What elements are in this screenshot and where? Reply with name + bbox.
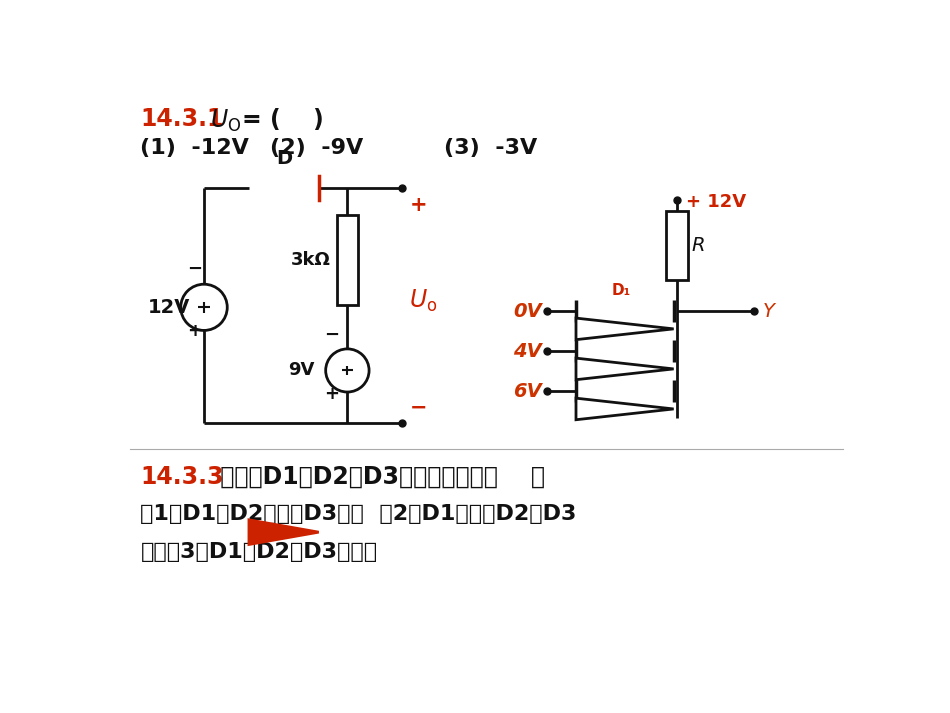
Text: D₁: D₁ xyxy=(612,283,631,298)
FancyBboxPatch shape xyxy=(666,211,688,280)
Text: $R$: $R$ xyxy=(691,236,704,255)
Text: −: − xyxy=(324,327,339,344)
Text: −: − xyxy=(409,397,427,417)
Text: +: + xyxy=(324,385,339,403)
Text: 6V: 6V xyxy=(513,381,541,401)
Text: $Y$: $Y$ xyxy=(762,302,777,321)
Text: (2)  -9V: (2) -9V xyxy=(270,138,363,158)
Text: D₃: D₃ xyxy=(611,363,631,378)
Polygon shape xyxy=(576,318,674,339)
Text: +: + xyxy=(409,195,427,215)
Text: 3kΩ: 3kΩ xyxy=(291,250,331,269)
Polygon shape xyxy=(576,358,674,380)
Text: D: D xyxy=(276,149,292,168)
Text: 二极管D1，D2，D3的工作状态是（    ）: 二极管D1，D2，D3的工作状态是（ ） xyxy=(212,465,544,489)
Polygon shape xyxy=(249,520,318,545)
Text: 0V: 0V xyxy=(513,302,541,321)
Text: +: + xyxy=(187,322,202,339)
Text: 14.3.1: 14.3.1 xyxy=(141,107,224,131)
Polygon shape xyxy=(576,398,674,420)
Text: $U_{\rm o}$: $U_{\rm o}$ xyxy=(409,288,438,314)
Text: (1)  -12V: (1) -12V xyxy=(141,138,249,158)
Text: 9V: 9V xyxy=(289,361,314,379)
FancyBboxPatch shape xyxy=(336,215,358,305)
Text: (3)  -3V: (3) -3V xyxy=(445,138,538,158)
Text: 截止（3）D1，D2，D3均导通: 截止（3）D1，D2，D3均导通 xyxy=(141,542,377,562)
Text: （1）D1，D2截止，D3导通  （2）D1导通，D2，D3: （1）D1，D2截止，D3导通 （2）D1导通，D2，D3 xyxy=(141,503,577,523)
Text: D₂: D₂ xyxy=(612,323,631,338)
Text: + 12V: + 12V xyxy=(686,193,746,211)
Text: 14.3.3: 14.3.3 xyxy=(141,465,224,489)
Text: 12V: 12V xyxy=(148,298,191,317)
Text: 4V: 4V xyxy=(513,342,541,361)
Text: −: − xyxy=(187,260,202,278)
Text: $U_{\rm O}$= (    ): $U_{\rm O}$= ( ) xyxy=(210,107,324,134)
